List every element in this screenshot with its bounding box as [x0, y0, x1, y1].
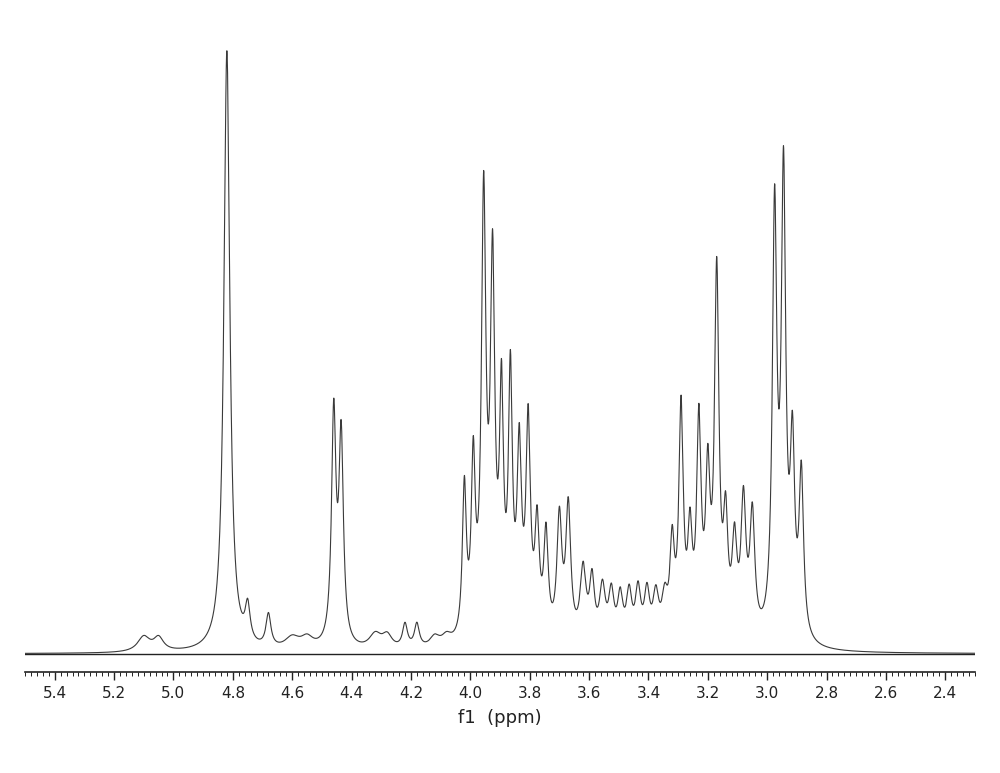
X-axis label: f1  (ppm): f1 (ppm)	[458, 709, 542, 727]
